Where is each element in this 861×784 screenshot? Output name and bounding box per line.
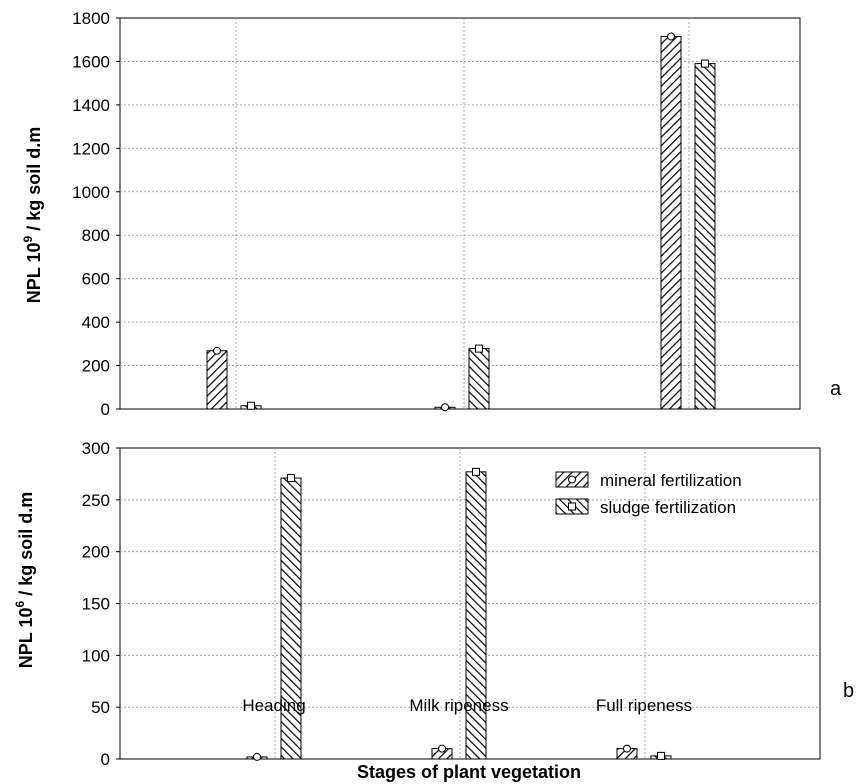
- y-tick-label: 300: [82, 439, 110, 458]
- bar-mineral-fertilization-full-ripeness: [660, 35, 682, 410]
- y-tick-label: 600: [82, 270, 110, 289]
- grid-a: [120, 18, 800, 409]
- x-axis-title: Stages of plant vegetation: [357, 762, 581, 782]
- legend-marker-mineral: [568, 475, 576, 484]
- y-tick-label: 50: [91, 698, 110, 717]
- point-marker-mineral-fertilization: [253, 752, 261, 761]
- bar-mineral-fertilization-heading: [206, 350, 228, 410]
- x-tick-label: Heading: [242, 696, 305, 715]
- legend-label-mineral: mineral fertilization: [600, 471, 742, 490]
- y-axis-label-b: NPL 106 / kg soil d.m: [13, 492, 36, 668]
- bars-a: [206, 32, 716, 412]
- bar-sludge-fertilization-milk-ripeness: [468, 348, 490, 410]
- y-tick-label: 800: [82, 226, 110, 245]
- y-tick-label: 250: [82, 491, 110, 510]
- point-marker-sludge-fertilization: [701, 59, 709, 68]
- y-ticks-a: 0 200 400 600 800 1000 1200 1400 1600 1800: [72, 9, 120, 419]
- y-tick-label: 150: [82, 595, 110, 614]
- y-tick-label: 1600: [72, 52, 110, 71]
- y-tick-label: 1800: [72, 9, 110, 28]
- x-tick-labels: Heading Milk ripeness Full ripeness: [242, 696, 692, 715]
- point-marker-sludge-fertilization: [475, 344, 483, 353]
- legend-marker-sludge: [568, 502, 576, 511]
- x-tick-label: Milk ripeness: [409, 696, 508, 715]
- point-marker-mineral-fertilization: [667, 32, 675, 41]
- y-tick-label: 400: [82, 313, 110, 332]
- legend: mineral fertilization sludge fertilizati…: [555, 471, 742, 517]
- y-ticks-b: 0 50 100 150 200 250 300: [82, 439, 120, 769]
- y-tick-label: 1200: [72, 139, 110, 158]
- y-tick-label: 1000: [72, 183, 110, 202]
- point-marker-sludge-fertilization: [287, 474, 295, 483]
- y-tick-label: 100: [82, 646, 110, 665]
- bar-sludge-fertilization-full-ripeness: [694, 63, 716, 410]
- legend-label-sludge: sludge fertilization: [600, 498, 736, 517]
- point-marker-mineral-fertilization: [623, 744, 631, 753]
- bars-b: [246, 467, 672, 761]
- panel-label-b: b: [843, 680, 854, 702]
- point-marker-sludge-fertilization: [657, 751, 665, 760]
- chart-panel-a: 0 200 400 600 800 1000 1200 1400 1600 1800 NPL 10…: [21, 9, 842, 419]
- x-tick-label: Full ripeness: [596, 696, 692, 715]
- y-tick-label: 1400: [72, 96, 110, 115]
- point-marker-mineral-fertilization: [438, 744, 446, 753]
- point-marker-sludge-fertilization: [472, 467, 480, 476]
- panel-label-a: a: [830, 378, 842, 400]
- point-marker-mineral-fertilization: [441, 403, 449, 412]
- plot-area-a: [119, 17, 801, 410]
- y-tick-label: 0: [101, 400, 110, 419]
- bar-sludge-fertilization-milk-ripeness: [465, 471, 487, 760]
- y-tick-label: 200: [82, 543, 110, 562]
- y-tick-label: 200: [82, 357, 110, 376]
- point-marker-mineral-fertilization: [213, 346, 221, 355]
- bar-sludge-fertilization-heading: [280, 477, 302, 760]
- point-marker-sludge-fertilization: [247, 401, 255, 410]
- y-axis-label-a: NPL 109 / kg soil d.m: [21, 127, 44, 303]
- y-tick-label: 0: [101, 750, 110, 769]
- chart-panel-b: 0 50 100 150 200 250 300 NPL 106 / kg soil d.m…: [13, 439, 854, 769]
